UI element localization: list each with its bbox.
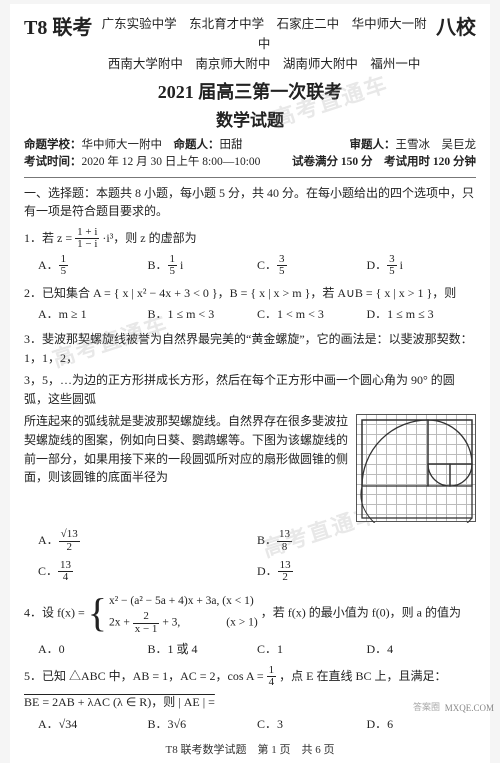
- q3-optA: A．√132: [38, 529, 257, 553]
- q4-optD: D．4: [367, 640, 477, 659]
- section-instruction: 一、选择题：本题共 8 小题，每小题 5 分，共 40 分。在每小题给出的四个选…: [24, 184, 476, 221]
- q1-optA: A．15: [38, 254, 148, 278]
- schools-line1: 广东实验中学 东北育才中学 石家庄二中 华中师大一附中: [98, 14, 430, 54]
- question-1: 1．若 z = 1 + i1 − i ·i³，则 z 的虚部为 A．15 B．1…: [24, 227, 476, 278]
- q4-optA: A．0: [38, 640, 148, 659]
- meta-block: 命题学校：华中师大一附中 命题人：田甜 审题人：王雪冰 吴巨龙 考试时间：202…: [24, 137, 476, 172]
- vector-expr: BE = 2AB + λAC (λ ∈ R)，则 | AE | =: [24, 695, 215, 709]
- q3-optB: B．138: [257, 529, 476, 553]
- question-5: 5．已知 △ABC 中，AB = 1，AC = 2，cos A = 14 ，点 …: [24, 665, 476, 733]
- eight-label: 八校: [436, 14, 476, 42]
- brand-site: MXQE.COM: [445, 703, 494, 713]
- question-2: 2．已知集合 A = { x | x² − 4x + 3 < 0 }，B = {…: [24, 284, 476, 324]
- question-3: 3．斐波那契螺旋线被誉为自然界最完美的“黄金螺旋”，它的画法是：以斐波那契数：1…: [24, 330, 476, 584]
- q3-optD: D．132: [257, 560, 476, 584]
- divider: [24, 177, 476, 178]
- brand-answers: 答案圈: [413, 700, 440, 713]
- page-footer: T8 联考数学试题 第 1 页 共 6 页: [24, 741, 476, 757]
- q2-optD: D．1 ≤ m ≤ 3: [367, 305, 477, 324]
- q2-optB: B．1 ≤ m < 3: [148, 305, 258, 324]
- schools-line2: 西南大学附中 南京师大附中 湖南师大附中 福州一中: [98, 54, 430, 74]
- fibonacci-figure: [356, 414, 476, 522]
- t8-label: T8 联考: [24, 14, 92, 42]
- q4-optC: C．1: [257, 640, 367, 659]
- q3-optC: C．134: [38, 560, 257, 584]
- q1-optD: D．35 i: [367, 254, 477, 278]
- meta-score: 试卷满分 150 分 考试用时 120 分钟: [292, 154, 476, 171]
- header-row: T8 联考 广东实验中学 东北育才中学 石家庄二中 华中师大一附中 西南大学附中…: [24, 14, 476, 74]
- exam-title: 2021 届高三第一次联考: [24, 78, 476, 104]
- q2-optA: A．m ≥ 1: [38, 305, 148, 324]
- q5-optD: D．6: [367, 715, 477, 734]
- q4-optB: B．1 或 4: [148, 640, 258, 659]
- exam-subject: 数学试题: [24, 106, 476, 131]
- q5-optB: B．3√6: [148, 715, 258, 734]
- question-4: 4．设 f(x) = { x² − (a² − 5a + 4)x + 3a, (…: [24, 590, 476, 659]
- meta-time: 考试时间：2020 年 12 月 30 日上午 8:00—10:00: [24, 154, 260, 171]
- meta-reviewer: 审题人：王雪冰 吴巨龙: [350, 137, 477, 154]
- q1-optC: C．35: [257, 254, 367, 278]
- meta-school: 命题学校：华中师大一附中 命题人：田甜: [24, 137, 243, 154]
- q5-optA: A．√34: [38, 715, 148, 734]
- q1-optB: B．15 i: [148, 254, 258, 278]
- exam-page: 高考直通车 高考直通车 高考直通车 T8 联考 广东实验中学 东北育才中学 石家…: [10, 4, 490, 763]
- schools-block: 广东实验中学 东北育才中学 石家庄二中 华中师大一附中 西南大学附中 南京师大附…: [98, 14, 430, 74]
- q5-optC: C．3: [257, 715, 367, 734]
- q2-optC: C．1 < m < 3: [257, 305, 367, 324]
